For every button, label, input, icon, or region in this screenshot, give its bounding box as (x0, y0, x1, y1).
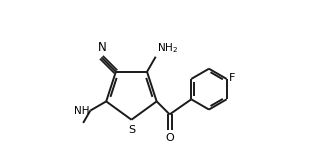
Text: N: N (98, 41, 107, 54)
Text: F: F (229, 73, 236, 83)
Text: S: S (128, 125, 135, 135)
Text: O: O (165, 133, 174, 143)
Text: NH: NH (74, 106, 89, 116)
Text: NH$_2$: NH$_2$ (157, 41, 178, 55)
